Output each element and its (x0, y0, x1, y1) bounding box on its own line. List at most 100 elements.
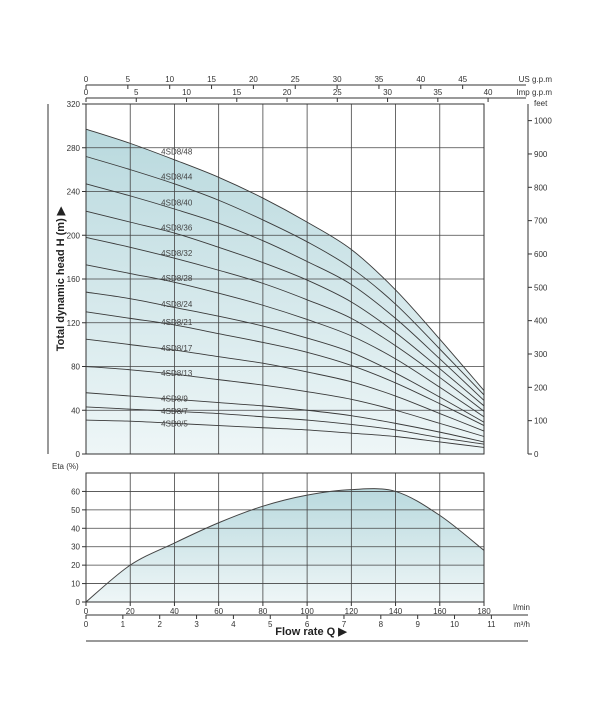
top-axis-tick-label: 5 (134, 88, 139, 97)
imp-gpm-axis: 0 5 10 15 20 25 30 35 40 (84, 88, 526, 102)
pump-model-label: 4SD8/17 (161, 344, 193, 353)
lmin-tick-label: 80 (258, 607, 267, 616)
eta-tick-label: 0 (76, 598, 81, 607)
head-y-axis: 0 40 80 120 160 200 240 280 320 (67, 100, 86, 459)
pump-curve (85, 291, 485, 423)
pump-curve (85, 338, 485, 432)
pump-curve (85, 128, 485, 391)
pump-model-label: 4SD8/32 (161, 249, 193, 258)
m3h-unit: m³/h (514, 620, 530, 629)
eta-tick-label: 60 (71, 487, 80, 496)
top-axis-tick-label: 15 (232, 88, 241, 97)
pump-model-label: 4SD8/21 (161, 318, 193, 327)
pump-curve (85, 236, 485, 412)
m3h-tick-label: 0 (84, 620, 89, 629)
lmin-tick-label: 0 (84, 607, 89, 616)
pump-model-label: 4SD8/48 (161, 148, 193, 157)
pump-curve (85, 156, 485, 396)
pump-model-label: 4SD8/44 (161, 173, 193, 182)
efficiency-fill (86, 488, 484, 602)
top-axis-tick-label: 45 (458, 75, 467, 84)
pump-curve (85, 366, 485, 437)
head-tick-label: 280 (67, 144, 81, 153)
pump-model-label: 4SD8/13 (161, 369, 193, 378)
top-axis-tick-label: 25 (291, 75, 300, 84)
efficiency-grid (86, 473, 484, 602)
feet-tick-label: 100 (534, 417, 548, 426)
top-axis-tick-label: 10 (182, 88, 191, 97)
lmin-tick-label: 160 (433, 607, 447, 616)
top-axis-tick-label: 40 (484, 88, 493, 97)
feet-tick-label: 600 (534, 250, 548, 259)
pump-model-label: 4SD8/36 (161, 224, 193, 233)
top-axis-tick-label: 20 (249, 75, 258, 84)
top-axis-tick-label: 40 (416, 75, 425, 84)
top-axis-tick-label: 0 (84, 75, 89, 84)
head-curves: 4SD8/48 4SD8/44 4SD8/40 4SD8/36 4SD8/32 4SD8/… (85, 128, 485, 448)
lmin-tick-label: 120 (345, 607, 359, 616)
m3h-tick-label: 8 (379, 620, 384, 629)
head-tick-label: 80 (71, 363, 80, 372)
m3h-tick-label: 9 (415, 620, 420, 629)
head-tick-label: 120 (67, 319, 81, 328)
head-tick-label: 40 (71, 406, 80, 415)
top-axis-tick-label: 10 (165, 75, 174, 84)
feet-tick-label: 300 (534, 350, 548, 359)
feet-tick-label: 200 (534, 383, 548, 392)
lmin-tick-label: 40 (170, 607, 179, 616)
feet-tick-label: 400 (534, 317, 548, 326)
feet-tick-label: 500 (534, 283, 548, 292)
eta-axis-label: Eta (%) (52, 462, 79, 471)
lmin-tick-label: 140 (389, 607, 403, 616)
m3h-tick-label: 10 (450, 620, 459, 629)
us-gpm-axis: 0 5 10 15 20 25 30 35 40 45 (84, 75, 526, 89)
feet-tick-label: 900 (534, 150, 548, 159)
top-axis-tick-label: 25 (333, 88, 342, 97)
eta-tick-label: 40 (71, 524, 80, 533)
top-axis-tick-label: 15 (207, 75, 216, 84)
top-axis-tick-label: 20 (283, 88, 292, 97)
m3h-tick-label: 6 (305, 620, 310, 629)
lmin-unit: l/min (513, 603, 530, 612)
lmin-tick-label: 60 (214, 607, 223, 616)
feet-tick-label: 0 (534, 450, 539, 459)
lmin-tick-label: 180 (477, 607, 491, 616)
m3h-tick-label: 4 (231, 620, 236, 629)
pump-model-label: 4SD8/28 (161, 274, 193, 283)
efficiency-y-axis: 0 10 20 30 40 50 60 (71, 487, 86, 607)
head-tick-label: 160 (67, 275, 81, 284)
imp-gpm-unit: Imp g.p.m (516, 88, 552, 97)
top-axis-tick-label: 30 (383, 88, 392, 97)
efficiency-curve (85, 488, 485, 603)
feet-tick-label: 1000 (534, 117, 552, 126)
feet-tick-label: 700 (534, 217, 548, 226)
head-grid (86, 104, 484, 454)
eta-tick-label: 20 (71, 561, 80, 570)
top-axis-tick-label: 5 (126, 75, 131, 84)
pump-curve (85, 264, 485, 418)
pump-model-label: 4SD8/9 (161, 394, 188, 403)
feet-axis: 0 100 200 300 400 500 600 700 800 900 1000 (527, 104, 552, 459)
flow-rate-axis-title: Flow rate Q ▶ (275, 626, 347, 638)
head-tick-label: 200 (67, 231, 81, 240)
head-y-axis-title: Total dynamic head H (m) ▶ (55, 206, 67, 351)
pump-curve (85, 311, 485, 426)
pump-model-label: 4SD8/5 (161, 419, 188, 428)
lmin-tick-label: 20 (126, 607, 135, 616)
m3h-tick-label: 11 (487, 620, 496, 629)
m3h-tick-label: 2 (157, 620, 162, 629)
pump-curve (85, 406, 485, 445)
eta-tick-label: 50 (71, 506, 80, 515)
pump-curve (85, 183, 485, 401)
head-tick-label: 0 (76, 450, 81, 459)
lmin-axis: 0 20 40 60 80 100 120 140 160 180 (84, 602, 491, 616)
eta-tick-label: 30 (71, 543, 80, 552)
pump-curve (85, 419, 485, 448)
m3h-tick-label: 7 (342, 620, 347, 629)
top-axis-tick-label: 35 (433, 88, 442, 97)
head-tick-label: 320 (67, 100, 81, 109)
m3h-tick-label: 5 (268, 620, 273, 629)
lmin-tick-label: 100 (300, 607, 314, 616)
pump-model-label: 4SD8/7 (161, 407, 188, 416)
